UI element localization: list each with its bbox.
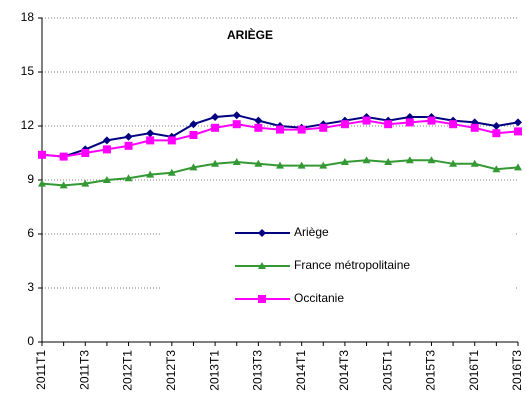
marker [258,262,266,269]
marker [254,123,263,132]
marker [81,149,90,157]
marker [276,161,284,169]
x-tick-label: 2016T3 [510,350,524,391]
marker [167,168,176,176]
y-tick-label: 3 [27,280,34,294]
marker [427,156,436,164]
marker [514,163,522,171]
legend-box [160,215,515,315]
marker [254,116,263,125]
marker [362,156,371,164]
marker [189,120,198,129]
marker [449,159,458,167]
marker [492,165,501,173]
x-tick-label: 2012T1 [121,350,135,391]
chart-title: ARIÈGE [227,27,273,42]
marker [297,125,306,134]
x-tick-label: 2015T1 [380,350,394,391]
marker [232,111,241,120]
marker [405,118,414,127]
marker [319,161,328,169]
marker [124,132,133,141]
marker [167,136,176,145]
marker [258,229,266,237]
marker [384,158,393,165]
marker [254,159,263,167]
x-tick-label: 2014T3 [337,350,351,391]
x-tick-label: 2016T1 [467,350,481,391]
series [38,116,522,161]
marker [146,136,155,145]
marker [514,127,522,136]
x-tick-label: 2012T3 [164,350,178,391]
marker [470,123,479,132]
marker [102,136,111,145]
y-tick-label: 15 [21,64,35,78]
marker [340,158,349,165]
y-tick-label: 18 [21,10,35,24]
marker [211,159,220,167]
marker [514,118,522,127]
y-tick-label: 9 [27,172,34,186]
marker [232,158,241,165]
marker [38,179,46,187]
marker [38,150,46,159]
marker [362,116,371,125]
marker [492,129,501,138]
marker [258,295,266,303]
x-tick-label: 2013T3 [251,350,265,391]
x-tick-label: 2014T1 [294,350,308,391]
marker [146,170,155,178]
marker [340,120,349,129]
y-tick-label: 12 [21,118,35,132]
y-tick-label: 0 [27,334,34,348]
marker [319,123,328,132]
marker [449,120,458,129]
marker [102,176,111,183]
marker [59,152,68,161]
marker [189,131,198,139]
marker [81,179,90,187]
marker [232,120,241,129]
x-tick-label: 2013T1 [207,350,221,391]
marker [384,120,393,129]
y-tick-label: 6 [27,226,34,240]
marker [492,122,501,130]
marker [189,163,198,171]
legend-label: Occitanie [294,291,344,305]
marker [297,161,306,169]
legend-label: Ariège [294,225,329,239]
x-tick-label: 2015T3 [424,350,438,391]
line [41,114,519,158]
series [38,156,522,189]
marker [470,159,479,167]
marker [427,116,436,125]
marker [211,123,220,132]
marker [59,181,68,189]
marker [405,156,414,164]
legend-label: France métropolitaine [294,258,410,272]
marker [102,145,111,154]
x-tick-label: 2011T3 [77,350,91,390]
marker [276,125,284,134]
marker [124,174,133,182]
marker [124,141,133,150]
marker [146,129,155,138]
marker [211,113,220,121]
x-tick-label: 2011T1 [34,350,48,390]
